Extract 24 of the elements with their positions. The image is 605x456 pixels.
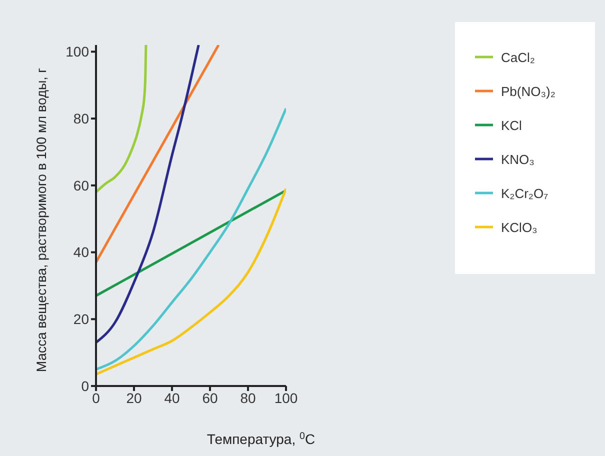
x-tick-label: 80 — [240, 390, 256, 406]
y-axis-title: Масса вещества, растворимого в 100 мл воды, г — [34, 68, 49, 372]
x-tick-label: 60 — [202, 390, 218, 406]
y-tick-label: 80 — [73, 110, 90, 127]
legend-label: KNO₃ — [501, 152, 534, 166]
legend-label: KCl — [501, 118, 522, 132]
legend-label: CaCl₂ — [501, 50, 535, 64]
legend-label: Pb(NO₃)₂ — [501, 84, 556, 98]
x-axis-title: Температура, $^{0}$C — [206, 430, 316, 447]
line-series — [96, 45, 200, 344]
x-tick-label: 0 — [92, 390, 100, 406]
y-tick-label: 60 — [73, 177, 90, 194]
x-tick-label: 100 — [274, 390, 298, 406]
x-tick-label: 40 — [164, 390, 180, 406]
y-tick-label: 20 — [73, 311, 90, 328]
legend-label: K₂Cr₂O₇ — [501, 186, 548, 200]
y-tick-label: 100 — [66, 44, 90, 60]
legend-label: KClO₃ — [501, 220, 538, 234]
y-tick-label: 40 — [73, 244, 90, 260]
line-series — [96, 107, 286, 371]
line-series — [96, 45, 148, 194]
y-tick-label: 0 — [81, 378, 90, 394]
line-series — [96, 188, 286, 376]
x-tick-label: 20 — [126, 390, 142, 406]
